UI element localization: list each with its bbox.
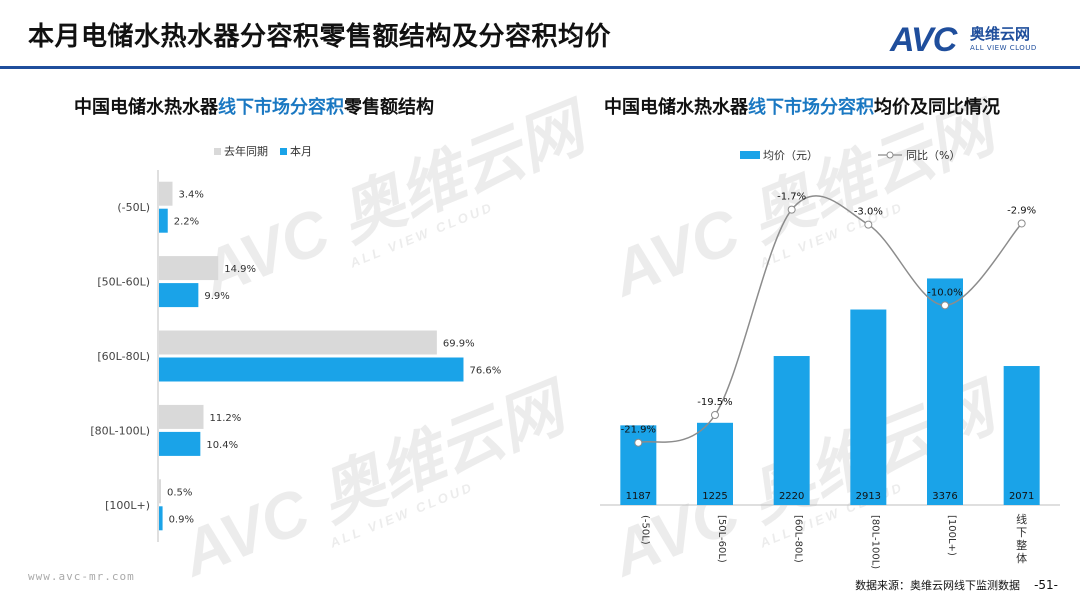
yoy-point — [1017, 219, 1026, 228]
left-chart-title: 中国电储水热水器线下市场分容积零售额结构 — [74, 97, 434, 118]
bar-this-month — [159, 431, 201, 456]
category-label: 线 — [1016, 512, 1027, 526]
yoy-point — [787, 205, 796, 214]
category-label: [80L-100L) — [869, 515, 880, 569]
data-label: 14.9% — [224, 264, 256, 275]
category-label: [50L-60L) — [716, 515, 727, 563]
yoy-point — [941, 301, 949, 310]
legend-item-this-month: 本月 — [280, 143, 312, 159]
price-bar — [697, 422, 733, 505]
category-label: [100L+) — [946, 515, 957, 556]
category-label: (-50L) — [639, 515, 650, 545]
yoy-label: -19.5% — [697, 397, 732, 408]
category-label: 下 — [1016, 526, 1027, 539]
category-label: [60L-80L) — [97, 350, 150, 363]
legend-item-last-year: 去年同期 — [214, 143, 268, 159]
legend-swatch — [280, 147, 287, 155]
title-divider — [0, 66, 1080, 69]
yoy-line — [638, 195, 1023, 444]
data-source: 数据来源：奥维云网线下监测数据 — [855, 579, 1021, 592]
data-label: 2.2% — [174, 217, 199, 228]
data-label: 3.4% — [179, 190, 204, 201]
bar-last-year — [159, 330, 437, 355]
bar-last-year — [159, 404, 204, 429]
price-label: 1187 — [626, 491, 651, 502]
data-label: 11.2% — [210, 413, 242, 424]
price-label: 2220 — [779, 491, 804, 502]
category-label: 整 — [1016, 538, 1027, 552]
data-label: 69.9% — [443, 339, 475, 350]
data-label: 10.4% — [206, 440, 238, 451]
data-label: 9.9% — [204, 291, 229, 302]
legend-swatch — [214, 147, 221, 155]
data-label: 76.6% — [469, 366, 501, 377]
category-label: [50L-60L) — [97, 276, 150, 289]
category-label: [80L-100L) — [90, 424, 150, 437]
price-bar — [773, 356, 810, 505]
yoy-point — [864, 220, 873, 229]
footer: 数据来源：奥维云网线下监测数据 -51- — [855, 577, 1058, 593]
data-label: 0.9% — [169, 514, 194, 525]
bar-last-year — [159, 479, 161, 504]
price-label: 1225 — [702, 491, 727, 502]
legend-line-marker — [878, 151, 902, 159]
legend-swatch — [740, 151, 760, 159]
price-label: 2913 — [856, 491, 881, 502]
bar-this-month — [159, 283, 199, 308]
right-chart-title: 中国电储水热水器线下市场分容积均价及同比情况 — [604, 97, 1000, 118]
yoy-point — [711, 411, 719, 419]
legend-item-avg-price: 均价（元） — [740, 147, 818, 163]
left-bar-chart: (-50L) 3.4% 2.2% [50L-60L) 14.9% 9.9% [60L-80L… — [90, 170, 501, 542]
price-bar — [1003, 366, 1040, 505]
brand-logo: AVC 奥维云网 ALL VIEW CLOUD — [890, 22, 1060, 58]
yoy-label: -3.0% — [854, 207, 883, 218]
logo-english-name: ALL VIEW CLOUD — [970, 44, 1037, 52]
price-bar — [927, 278, 963, 505]
page-number: -51- — [1034, 578, 1058, 592]
left-chart-legend: 去年同期 本月 — [214, 143, 324, 159]
yoy-point — [634, 438, 643, 447]
website-url: www.avc-mr.com — [28, 570, 135, 583]
price-bar — [620, 425, 657, 505]
right-chart-legend: 均价（元） 同比（%） — [740, 147, 972, 163]
bar-this-month — [159, 357, 464, 382]
yoy-label: -21.9% — [621, 425, 656, 436]
bar-last-year — [159, 256, 219, 281]
price-label: 3376 — [932, 491, 957, 502]
legend-item-yoy: 同比（%） — [878, 147, 960, 163]
yoy-label: -10.0% — [927, 287, 962, 298]
logo-chinese-name: 奥维云网 — [970, 25, 1031, 43]
category-label: (-50L) — [117, 201, 150, 214]
data-label: 0.5% — [167, 487, 192, 498]
price-label: 2071 — [1009, 491, 1034, 502]
yoy-label: -2.9% — [1007, 205, 1036, 216]
bar-this-month — [159, 506, 163, 531]
category-label: [60L-80L) — [793, 515, 804, 563]
category-label: 体 — [1016, 551, 1027, 565]
page-title: 本月电储水热水器分容积零售额结构及分容积均价 — [28, 22, 612, 52]
yoy-label: -1.7% — [777, 192, 806, 203]
price-bar — [850, 309, 887, 505]
bar-last-year — [159, 181, 173, 206]
logo-mark: AVC — [890, 21, 957, 59]
bar-this-month — [159, 208, 168, 233]
right-combo-chart: 1187 (-50L) 1225 [50L-60L) 2220 [60L-80L) 2913… — [600, 192, 1060, 569]
category-label: [100L+) — [105, 499, 150, 512]
